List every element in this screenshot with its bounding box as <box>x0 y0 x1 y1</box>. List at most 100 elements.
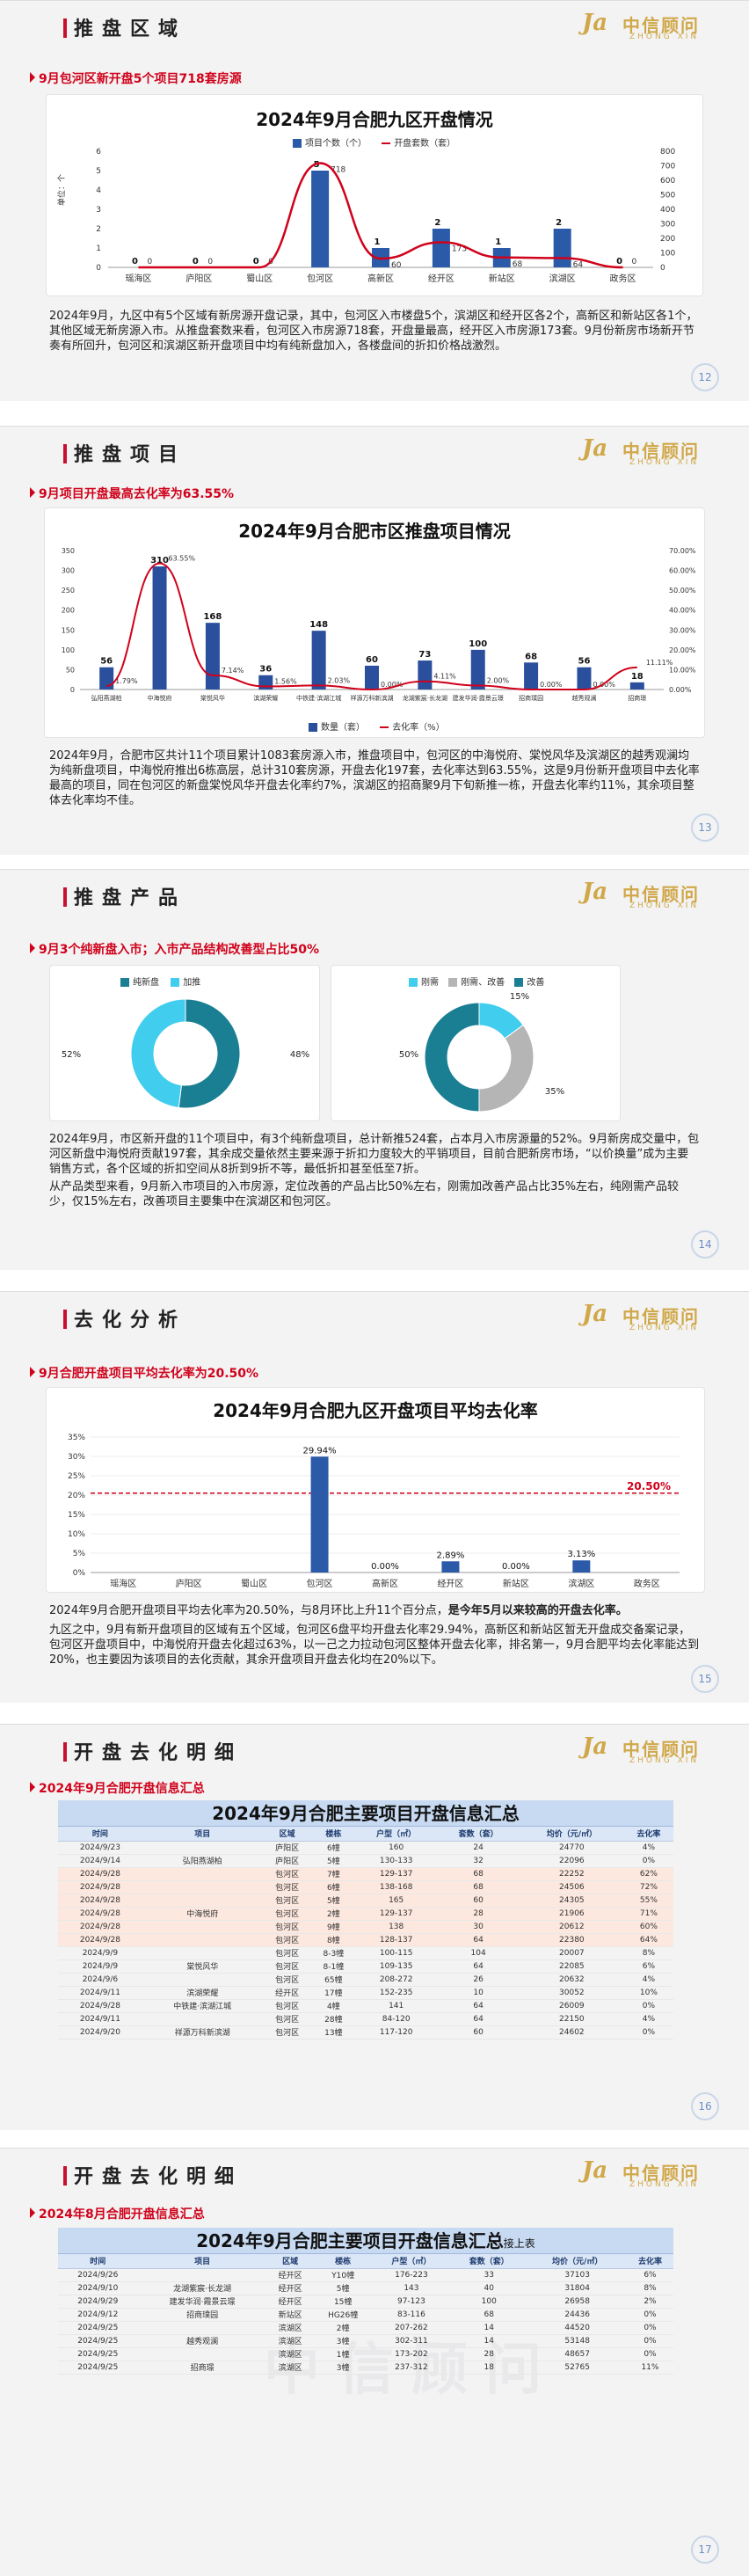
table-cell: 24770 <box>519 1841 624 1855</box>
table-cell: 包河区 <box>262 1959 312 1974</box>
table-cell: 60 <box>437 1894 520 1908</box>
table-cell <box>137 2268 267 2282</box>
y-tick-label: 2 <box>96 225 101 234</box>
y-right-tick-label: 0.00% <box>669 686 692 694</box>
table-cell: 129-137 <box>354 1907 438 1921</box>
table-cell: 68 <box>450 2308 528 2322</box>
table-cell: 60% <box>623 1920 673 1934</box>
table-title: 2024年9月合肥主要项目开盘信息汇总 <box>58 1800 673 1827</box>
y-tick-label: 250 <box>62 587 75 595</box>
header-accent <box>63 887 67 907</box>
table-cell: 2024/9/25 <box>58 2347 138 2361</box>
brand-name: 中信顾问 <box>622 441 700 462</box>
table-cell: 8% <box>623 1946 673 1960</box>
table-cell: 207-262 <box>372 2321 451 2335</box>
section-subtitle: 9月包河区新开盘5个项目718套房源 <box>30 69 242 87</box>
brand-logo: Ja 中信顾问 ZHONG XIN <box>582 879 714 914</box>
section-title: 开盘去化明细 <box>74 2166 244 2188</box>
table-cell: 26958 <box>527 2295 627 2309</box>
y-tick-label: 6 <box>96 148 101 157</box>
x-tick-label: 滨湖荣耀 <box>253 694 278 702</box>
column-header: 去化率 <box>623 1827 673 1842</box>
table-cell: 0% <box>626 2347 673 2361</box>
table-cell <box>137 2347 267 2361</box>
table-cell: 237-312 <box>372 2361 451 2375</box>
legend-swatch-line <box>382 142 391 144</box>
line-value-label: 2.03% <box>328 676 351 684</box>
table-cell: 24436 <box>527 2308 627 2322</box>
page-number: 13 <box>691 814 719 842</box>
bar-value-label: 0 <box>616 257 622 266</box>
line-value-label: 0 <box>632 258 637 266</box>
table-cell: 包河区 <box>262 2025 312 2040</box>
table-cell: 包河区 <box>262 1973 312 1987</box>
line-value-label: 718 <box>331 166 345 175</box>
bar <box>577 667 592 690</box>
table-cell: 37103 <box>527 2268 627 2282</box>
bar-value-label: 0 <box>132 257 138 266</box>
x-tick-label: 新站区 <box>503 1578 529 1589</box>
table-row: 2024/9/28 包河区 9幢 138 30 20612 60% <box>58 1920 673 1934</box>
table-cell: 中铁建·滨湖江城 <box>142 1999 263 2013</box>
column-header: 套数（套） <box>437 1827 520 1842</box>
y-tick-label: 25% <box>68 1472 85 1481</box>
table-cell: 64 <box>437 2012 520 2026</box>
table-cell: 0% <box>626 2334 673 2348</box>
table-cell: 13幢 <box>311 2025 355 2040</box>
legend-label: 纯新盘 <box>133 978 159 988</box>
x-tick-label: 越秀观澜 <box>571 694 596 702</box>
line-value-label: 0.00% <box>593 681 615 689</box>
header-accent <box>63 1310 67 1329</box>
table-cell: 141 <box>354 1999 438 2013</box>
table-cell: 经开区 <box>266 2268 314 2282</box>
table-row: 2024/9/12 招商璞园 新站区 HG26幢 83-116 68 24436 0% <box>58 2308 673 2322</box>
table-row: 2024/9/28 包河区 7幢 129-137 68 22252 62% <box>58 1867 673 1881</box>
table-cell: 5幢 <box>311 1854 355 1868</box>
section-title: 推盘区域 <box>74 18 187 40</box>
legend-label: 开盘套数（套） <box>394 139 456 149</box>
y-right-tick-label: 200 <box>660 235 675 244</box>
bar <box>258 675 273 690</box>
table-cell: 包河区 <box>262 1920 312 1934</box>
legend-label: 加推 <box>183 978 201 988</box>
table-row: 2024/9/20 祥源万科新滨湖 包河区 13幢 117-120 60 24602 0% <box>58 2025 673 2040</box>
bar-value-label: 36 <box>259 665 272 675</box>
y-right-tick-label: 50.00% <box>669 587 696 595</box>
table-cell: 8-1幢 <box>311 1959 355 1974</box>
header-accent <box>63 18 67 38</box>
table-cell: 100 <box>450 2295 528 2309</box>
bar-value-label: 2.89% <box>437 1551 465 1560</box>
x-tick-label: 招商璟 <box>628 694 646 702</box>
table-cell: 祥源万科新滨湖 <box>142 2025 263 2040</box>
slice-label: 48% <box>290 1050 309 1060</box>
table-cell: 新站区 <box>266 2308 314 2322</box>
bar-value-label: 148 <box>309 620 328 630</box>
bar <box>629 682 644 690</box>
table-cell: 72% <box>623 1880 673 1894</box>
table-cell: 越秀观澜 <box>137 2334 267 2348</box>
table-cell: 包河区 <box>262 2012 312 2026</box>
table-cell: 8% <box>626 2281 673 2295</box>
line-value-label: 4.11% <box>433 673 456 681</box>
legend-label: 刚需、改善 <box>461 978 505 988</box>
table-cell: 24 <box>437 1841 520 1855</box>
x-tick-label: 新站区 <box>489 273 515 284</box>
column-header: 项目 <box>142 1827 263 1842</box>
brand-name-en: ZHONG XIN <box>629 901 700 910</box>
table-cell: 15幢 <box>313 2295 373 2309</box>
legend-swatch <box>171 978 180 987</box>
bar-value-label: 2 <box>434 218 440 228</box>
table-row: 2024/9/28 包河区 5幢 165 60 24305 55% <box>58 1894 673 1908</box>
page-number: 16 <box>691 2092 719 2120</box>
y-tick-label: 0 <box>96 264 101 273</box>
table-cell: 20007 <box>519 1946 624 1960</box>
bar-value-label: 18 <box>631 672 644 682</box>
table-cell: 弘阳燕湖柏 <box>142 1854 263 1868</box>
bar-value-label: 0 <box>193 257 199 266</box>
table-cell: 滨湖区 <box>266 2321 314 2335</box>
table-cell: 8幢 <box>311 1933 355 1947</box>
line-value-label: 60 <box>391 261 402 270</box>
y-right-tick-label: 20.00% <box>669 646 696 654</box>
table-cell: 64 <box>437 1999 520 2013</box>
bar <box>432 229 450 267</box>
